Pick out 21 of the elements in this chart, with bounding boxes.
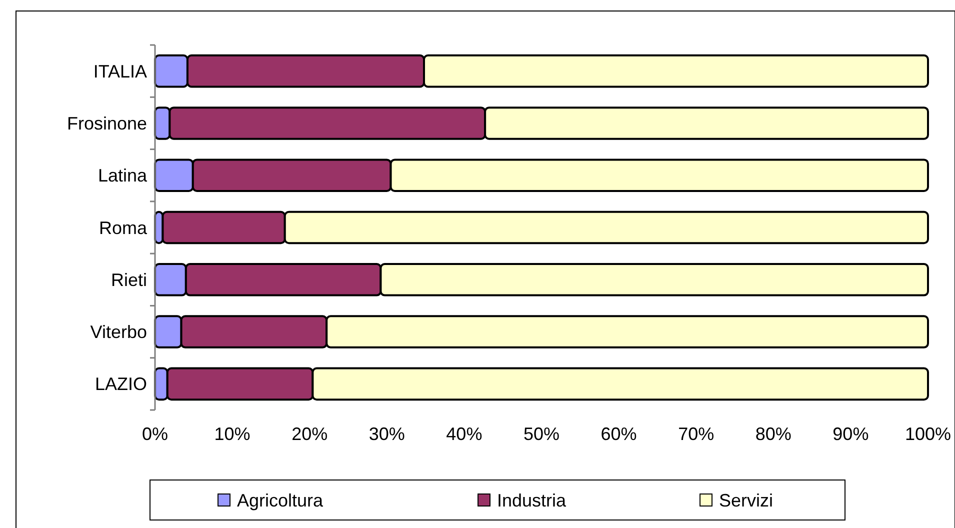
x-tick-label: 30%: [368, 424, 405, 444]
y-tick-label: Latina: [98, 166, 148, 186]
legend-label: Servizi: [719, 490, 774, 510]
x-tick-label: 40%: [446, 424, 482, 444]
y-tick-label: LAZIO: [94, 374, 147, 394]
x-tick-label: 70%: [678, 424, 714, 444]
y-tick-label: Roma: [98, 218, 148, 238]
x-tick-label: 90%: [832, 424, 869, 444]
x-tick-label: 80%: [755, 424, 792, 444]
legend-label: Agricoltura: [237, 490, 324, 510]
y-tick-label: Viterbo: [90, 322, 147, 342]
y-tick-label: Rieti: [110, 270, 147, 290]
x-tick-label: 0%: [142, 424, 168, 444]
x-tick-label: 100%: [904, 424, 952, 444]
y-tick-label: Frosinone: [66, 114, 147, 134]
x-tick-label: 20%: [292, 424, 328, 444]
x-tick-label: 10%: [214, 424, 250, 444]
x-tick-label: 60%: [600, 424, 637, 444]
x-tick-label: 50%: [523, 424, 560, 444]
y-tick-label: ITALIA: [93, 61, 147, 82]
legend-label: Industria: [497, 490, 568, 510]
